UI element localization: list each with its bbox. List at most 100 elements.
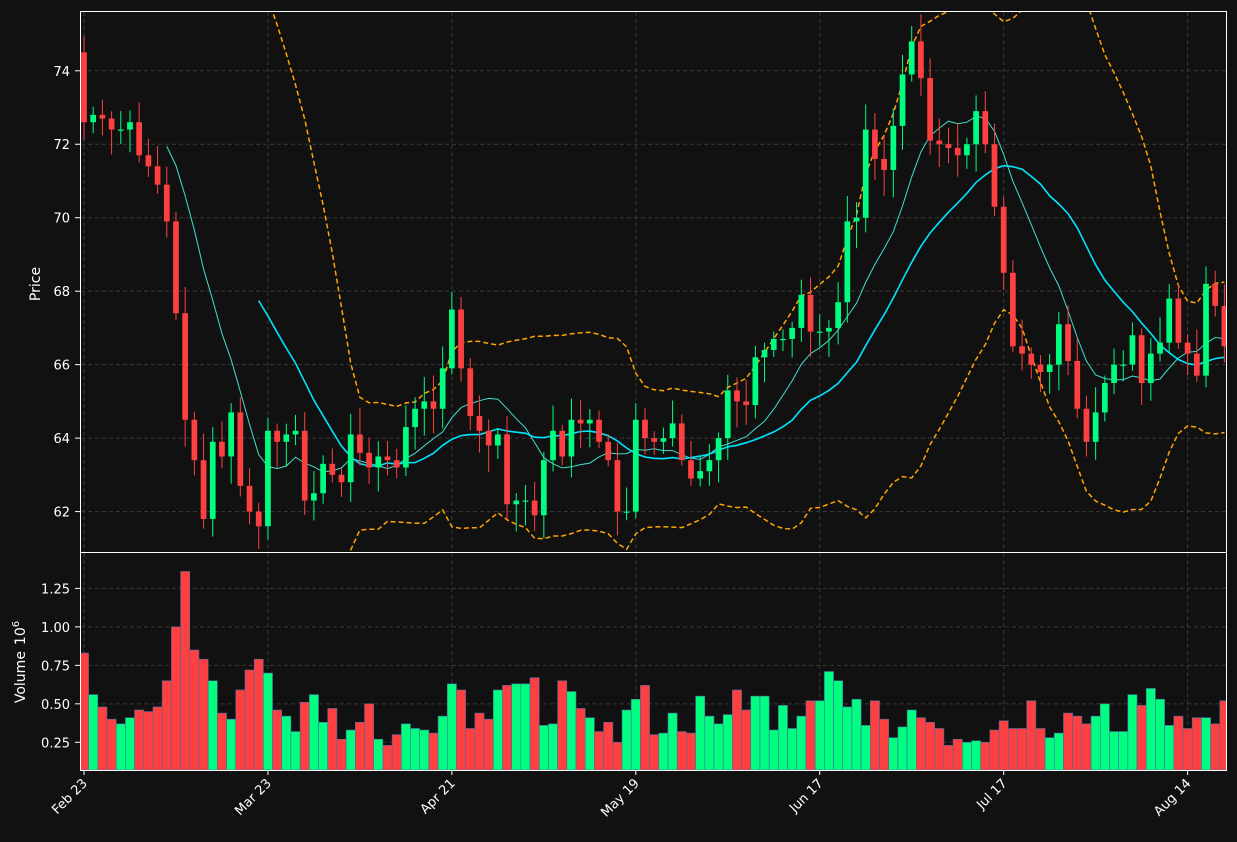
candle-body [945, 144, 952, 148]
candle-body [1175, 298, 1182, 343]
candle-body [816, 331, 823, 333]
volume-tick-label: 0.50 [41, 698, 70, 713]
candle-body [1037, 364, 1044, 372]
candle-body [430, 401, 437, 409]
volume-bar [272, 709, 283, 770]
candle-body [209, 441, 216, 519]
candle-body [347, 434, 354, 483]
volume-bar [1145, 688, 1156, 770]
candle-body [255, 511, 262, 527]
volume-bar [971, 740, 981, 770]
candle-body [513, 500, 520, 505]
volume-bar [253, 658, 264, 770]
volume-bar [400, 723, 411, 770]
candle-body [881, 158, 887, 170]
price-tick-label: 74 [53, 65, 70, 80]
fast-ma-line [166, 115, 1225, 473]
volume-bar [851, 698, 862, 770]
candle-body [191, 419, 198, 461]
candle-body [596, 419, 602, 442]
candle-body [1193, 353, 1200, 376]
candle-body [145, 155, 152, 167]
candle-body [724, 390, 731, 439]
volume-bar [299, 701, 310, 770]
candle-body [623, 511, 630, 513]
candle-body [568, 419, 575, 457]
candle-body [862, 129, 869, 218]
candle-body [770, 338, 777, 350]
candle-body [163, 184, 170, 222]
candle-body [200, 460, 207, 519]
candle-body [835, 302, 841, 328]
volume-bar [1210, 723, 1221, 770]
candle-body [899, 74, 906, 126]
candle-body [688, 460, 694, 479]
volume-bar [658, 732, 669, 770]
volume-bar [640, 685, 650, 770]
candle-body [577, 419, 584, 424]
volume-bar [1155, 698, 1165, 770]
volume-bar [198, 658, 209, 770]
candle-body [706, 460, 713, 472]
volume-bar [171, 626, 181, 770]
volume-bar [115, 723, 126, 770]
volume-bar [1007, 728, 1018, 770]
volume-bar [906, 709, 917, 770]
volume-bars [81, 571, 1226, 770]
volume-bar [373, 738, 384, 770]
volume-bar [88, 694, 99, 770]
volume-bar [1191, 717, 1202, 770]
candle-body [485, 430, 492, 446]
candle-body [642, 419, 648, 439]
volume-bar [952, 738, 963, 770]
candle-body [586, 419, 593, 424]
candle-body [954, 147, 961, 156]
volume-bar [538, 725, 549, 770]
candle-body [228, 412, 234, 457]
candle-body [1000, 206, 1007, 273]
volume-bar [217, 712, 227, 770]
volume-bar [1219, 700, 1226, 770]
candle-body [1212, 283, 1219, 306]
volume-bar [603, 721, 614, 770]
volume-bar [961, 741, 972, 770]
volume-bar [1118, 731, 1129, 770]
candle-body [449, 309, 455, 369]
volume-bar [612, 741, 623, 770]
candle-body [1065, 324, 1071, 361]
volume-bar [1182, 728, 1193, 770]
volume-bar [787, 728, 798, 770]
volume-bar [1099, 703, 1110, 770]
candle-body [1019, 346, 1025, 354]
candle-body [973, 111, 979, 145]
volume-bar [318, 721, 329, 770]
candle-body [614, 460, 621, 512]
volume-bar [1173, 715, 1184, 770]
candle-body [632, 419, 639, 512]
candle-body [761, 349, 768, 358]
volume-bar [814, 700, 825, 770]
volume-bar [860, 725, 871, 770]
candle-body [927, 78, 933, 141]
volume-bar [207, 680, 218, 770]
candle-body [743, 401, 750, 406]
volume-bar [989, 729, 1000, 770]
volume-bar [309, 694, 319, 770]
volume-bar [419, 729, 430, 770]
volume-bar [456, 689, 466, 770]
candle-body [182, 313, 189, 420]
candle-body [108, 118, 115, 130]
candle-body [1083, 408, 1090, 442]
volume-bar [125, 717, 135, 770]
volume-bar [97, 706, 108, 770]
candle-body [320, 463, 326, 494]
candle-body [522, 500, 529, 502]
volume-bar [778, 705, 788, 770]
volume-bar [474, 712, 485, 770]
candle-body [495, 434, 501, 446]
candle-body [752, 357, 759, 406]
volume-bar [465, 728, 476, 770]
volume-bar [695, 695, 706, 770]
volume-bar [870, 700, 880, 770]
